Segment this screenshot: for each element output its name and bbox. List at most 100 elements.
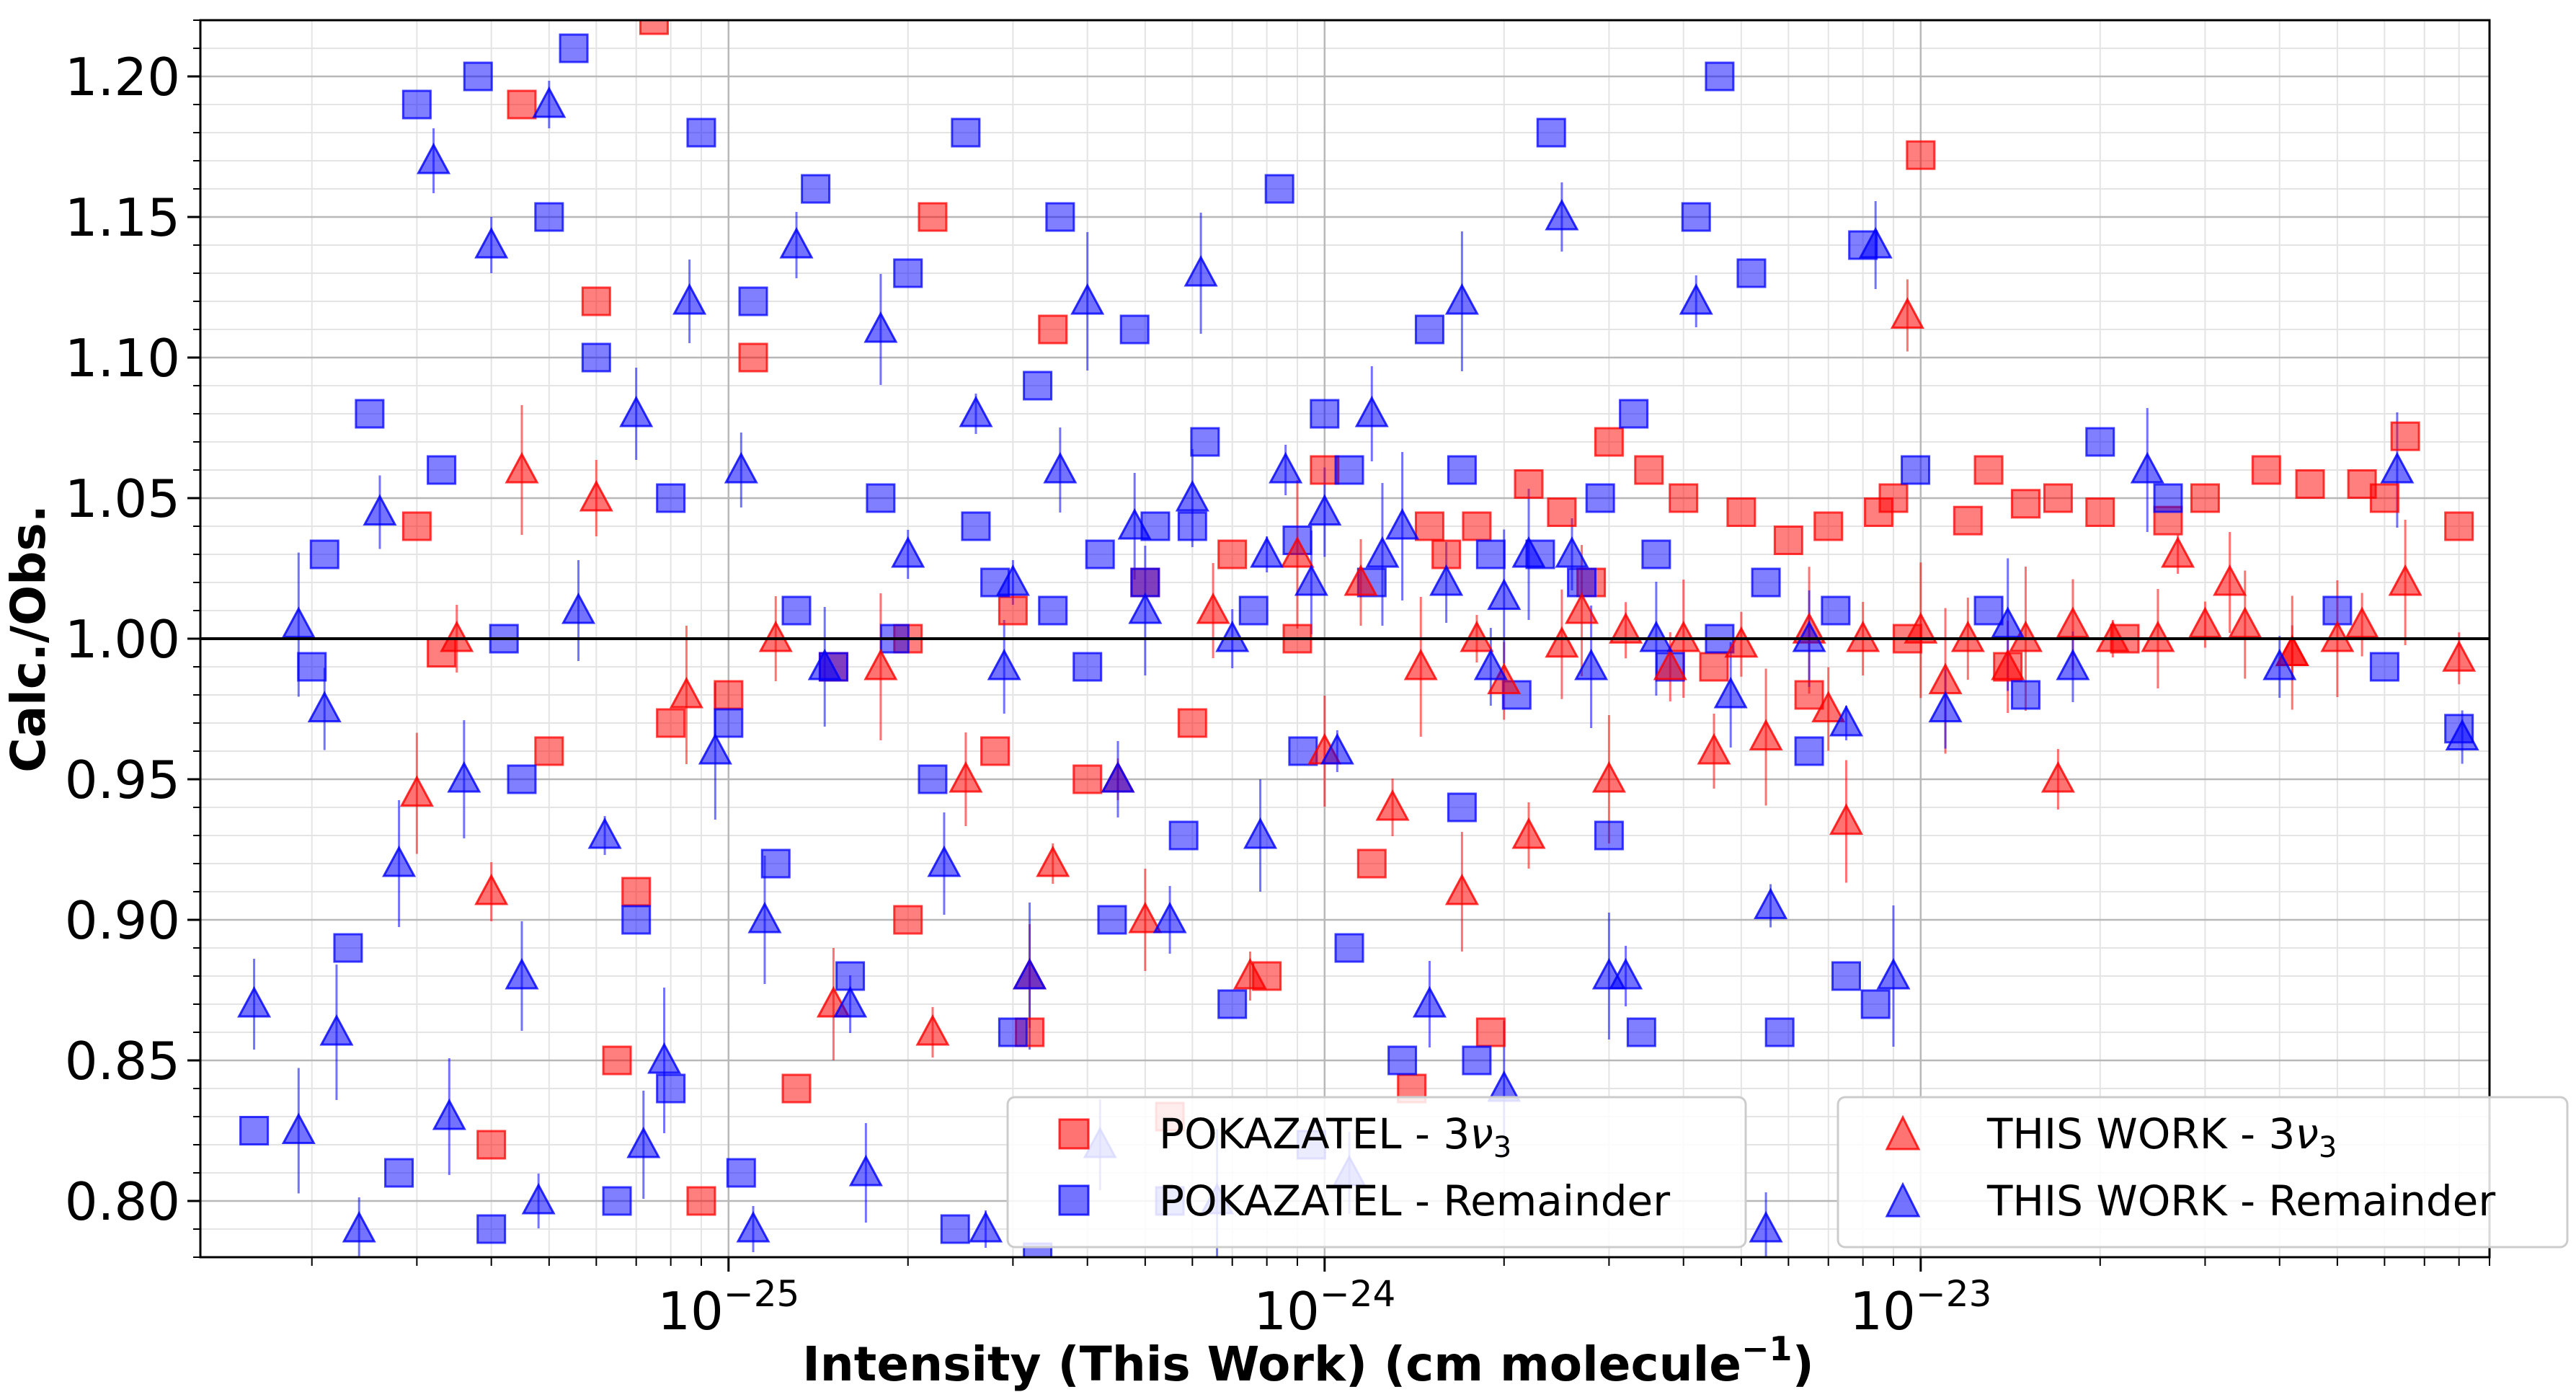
- point-square: [1669, 483, 1699, 513]
- point-triangle: [1591, 957, 1626, 990]
- point-square: [893, 905, 923, 935]
- point-triangle: [1460, 620, 1494, 652]
- point-triangle: [1991, 648, 2025, 681]
- point-triangle: [1950, 620, 1985, 652]
- point-triangle: [1754, 887, 1788, 919]
- point-square: [918, 764, 948, 794]
- point-square: [1177, 708, 1207, 738]
- point-triangle: [807, 648, 842, 681]
- point-square: [1334, 933, 1364, 963]
- point-square: [714, 708, 744, 738]
- point-square: [1264, 174, 1294, 204]
- point-square: [918, 202, 948, 232]
- point-triangle: [2056, 606, 2090, 638]
- point-square: [1238, 595, 1269, 626]
- point-triangle: [1233, 957, 1267, 990]
- point-square: [476, 1214, 507, 1244]
- point-triangle: [1343, 564, 1378, 596]
- point-square: [602, 1186, 632, 1216]
- svg-text:THIS WORK - 3ν3: THIS WORK - 3ν3: [1986, 1109, 2337, 1164]
- point-square: [801, 174, 831, 204]
- point-triangle: [281, 606, 316, 638]
- point-square: [559, 33, 589, 63]
- point-triangle: [2228, 606, 2262, 638]
- point-square: [2369, 652, 2399, 682]
- point-square: [1356, 848, 1387, 879]
- point-triangle: [1876, 957, 1911, 990]
- point-triangle: [1320, 732, 1354, 765]
- point-square: [1085, 539, 1115, 569]
- point-triangle: [1070, 283, 1105, 315]
- point-square: [2322, 595, 2353, 626]
- x-tick-label: 10−23: [1849, 1273, 1991, 1342]
- point-triangle: [1545, 626, 1579, 658]
- point-triangle: [1294, 564, 1328, 596]
- point-square: [686, 1186, 716, 1216]
- point-square: [1973, 595, 2004, 626]
- point-triangle: [1555, 536, 1589, 568]
- point-square: [1072, 764, 1103, 794]
- point-square: [427, 455, 457, 485]
- point-square: [401, 89, 432, 120]
- legend-entry-pokazatel-remainder: POKAZATEL - Remainder: [1058, 1176, 1670, 1225]
- point-square: [1973, 455, 2004, 485]
- point-square: [893, 258, 923, 288]
- point-triangle: [672, 283, 707, 315]
- point-square: [1634, 455, 1664, 485]
- point-triangle: [532, 86, 567, 118]
- point-square: [781, 595, 812, 626]
- point-triangle: [1280, 536, 1315, 568]
- point-triangle: [949, 761, 983, 793]
- point-triangle: [1117, 507, 1152, 540]
- point-square: [1217, 539, 1248, 569]
- point-triangle: [724, 451, 758, 484]
- point-square: [1681, 202, 1711, 232]
- point-square: [476, 1130, 507, 1160]
- point-triangle: [382, 845, 417, 877]
- point-triangle: [1749, 1210, 1783, 1243]
- point-triangle: [1365, 536, 1400, 568]
- point-triangle: [2275, 634, 2309, 666]
- point-square: [686, 118, 716, 148]
- data-points: [237, 20, 2576, 1257]
- point-triangle: [237, 985, 272, 1018]
- point-square: [998, 595, 1028, 626]
- point-triangle: [1811, 691, 1846, 722]
- point-square: [2571, 310, 2576, 337]
- x-axis-ticks: 10−25 10−24 10−23: [311, 1257, 2490, 1342]
- point-triangle: [1829, 803, 1864, 835]
- point-square: [1310, 399, 1340, 429]
- point-triangle: [319, 1014, 354, 1046]
- point-square: [940, 1214, 970, 1244]
- point-square: [639, 20, 669, 35]
- x-axis-label-main: Intensity (This Work) (cm molecule: [802, 1336, 1741, 1392]
- point-triangle: [698, 732, 732, 765]
- point-triangle: [1713, 676, 1748, 709]
- point-triangle: [1639, 620, 1674, 652]
- point-triangle: [1904, 612, 1938, 644]
- y-tick-label: 0.95: [65, 750, 180, 810]
- point-square: [239, 1116, 270, 1145]
- point-square: [738, 342, 768, 373]
- point-triangle: [281, 1112, 316, 1144]
- point-triangle: [1511, 817, 1546, 849]
- legend-label-pokazatel-3nu3: POKAZATEL - 3: [1159, 1109, 1470, 1158]
- legend-label-pokazatel-remainder: POKAZATEL - Remainder: [1159, 1176, 1670, 1225]
- point-square: [1119, 314, 1150, 345]
- point-square: [2444, 511, 2474, 541]
- point-square: [1863, 497, 1893, 527]
- y-tick-label: 1.10: [65, 328, 180, 389]
- y-tick-label: 1.15: [65, 187, 180, 248]
- point-triangle: [1175, 479, 1209, 512]
- point-triangle: [2380, 451, 2415, 484]
- point-square: [581, 342, 611, 373]
- legend-entry-this-work-3nu3: THIS WORK - 3ν3: [1885, 1109, 2337, 1164]
- point-square: [1794, 736, 1824, 766]
- point-triangle: [747, 901, 782, 934]
- point-square: [835, 961, 866, 991]
- point-triangle: [987, 648, 1021, 681]
- point-triangle: [1403, 648, 1438, 681]
- point-triangle: [969, 1210, 1003, 1243]
- point-square: [1045, 202, 1075, 232]
